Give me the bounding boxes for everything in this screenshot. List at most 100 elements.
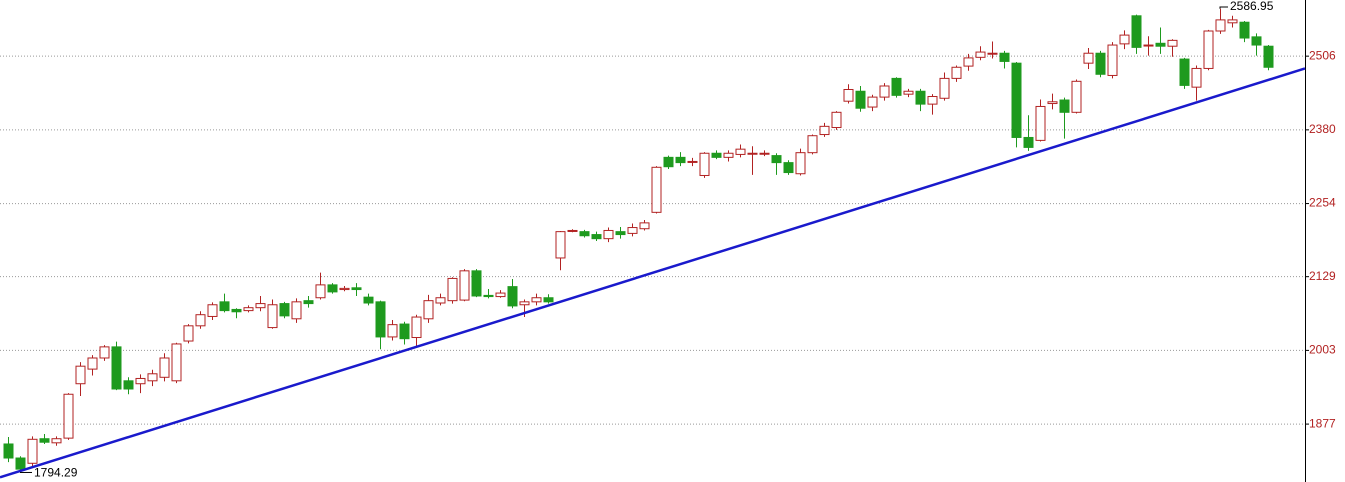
candle-body xyxy=(195,314,206,327)
candle-body xyxy=(567,229,578,232)
candle-body xyxy=(387,324,398,338)
candle-body xyxy=(1251,36,1262,46)
candle-body xyxy=(1179,58,1190,86)
candle-body xyxy=(639,222,650,230)
candle-body xyxy=(1119,34,1130,45)
candle-body xyxy=(339,287,350,291)
candle-body xyxy=(519,301,530,306)
candle-body xyxy=(855,90,866,109)
candle-body xyxy=(243,307,254,312)
candle-body xyxy=(531,297,542,303)
candle-body xyxy=(1107,44,1118,76)
candle-body xyxy=(15,457,26,470)
candle-body xyxy=(711,152,722,158)
candle-body xyxy=(483,294,494,298)
candle-body xyxy=(591,234,602,240)
candle-body xyxy=(1083,52,1094,64)
candle-body xyxy=(1227,19,1238,24)
candle-body xyxy=(1143,44,1154,47)
candle-body xyxy=(1203,30,1214,69)
candle-body xyxy=(51,438,62,444)
candle-body xyxy=(159,357,170,378)
candle-body xyxy=(363,296,374,304)
candle-body xyxy=(951,66,962,79)
candle-body xyxy=(111,346,122,390)
candle-body xyxy=(879,85,890,98)
candle-body xyxy=(399,323,410,340)
y-tick-label: 1877 xyxy=(1309,416,1336,430)
candle-body xyxy=(543,297,554,303)
candle-body xyxy=(759,152,770,155)
candle-body xyxy=(87,357,98,370)
candle-body xyxy=(303,300,314,305)
candle-body xyxy=(207,304,218,317)
candle-body xyxy=(351,287,362,291)
candle-body xyxy=(723,152,734,158)
candle-body xyxy=(1263,45,1274,68)
candle-body xyxy=(411,316,422,339)
candle-body xyxy=(1155,42,1166,47)
candle-body xyxy=(171,343,182,382)
candle-body xyxy=(699,152,710,176)
candle-body xyxy=(435,297,446,304)
candle-body xyxy=(231,308,242,313)
candle-body xyxy=(447,277,458,302)
candle-body xyxy=(651,166,662,213)
candle-body xyxy=(975,51,986,58)
candle-body xyxy=(75,365,86,385)
candle-body xyxy=(327,284,338,293)
candle-body xyxy=(99,346,110,359)
candle-body xyxy=(675,156,686,164)
candle-body xyxy=(603,229,614,240)
candle-body xyxy=(219,301,230,312)
candle-body xyxy=(1047,101,1058,105)
candle-body xyxy=(459,270,470,301)
candle-body xyxy=(39,438,50,443)
candle-body xyxy=(807,135,818,154)
candle-body xyxy=(279,303,290,317)
candle-body xyxy=(1011,62,1022,138)
candle-body xyxy=(939,77,950,99)
candle-body xyxy=(663,156,674,168)
candle-body xyxy=(687,160,698,163)
candle-body xyxy=(1095,52,1106,75)
candle-body xyxy=(1239,21,1250,39)
trend-line xyxy=(0,67,1306,479)
y-tick-label: 2506 xyxy=(1309,48,1336,62)
candle-body xyxy=(1059,99,1070,113)
candle-body xyxy=(771,155,782,164)
candle-body xyxy=(255,303,266,309)
candle-body xyxy=(627,227,638,234)
y-tick-label: 2380 xyxy=(1309,122,1336,136)
candle-body xyxy=(1131,15,1142,48)
candle-body xyxy=(495,292,506,298)
candle-body xyxy=(963,57,974,67)
y-tick-label: 2003 xyxy=(1309,343,1336,357)
candle-body xyxy=(3,443,14,459)
candle-body xyxy=(471,270,482,297)
candle-body xyxy=(819,125,830,136)
candle-body xyxy=(915,90,926,105)
candle-body xyxy=(1071,80,1082,113)
candle-body xyxy=(615,231,626,236)
candle-body xyxy=(507,286,518,307)
candle-body xyxy=(735,148,746,155)
candle-body xyxy=(747,152,758,155)
candle-body xyxy=(795,152,806,175)
candle-body xyxy=(1035,105,1046,141)
candle-body xyxy=(147,373,158,382)
candle-body xyxy=(291,301,302,320)
candle-body xyxy=(783,162,794,174)
candle-body xyxy=(63,393,74,439)
candle-body xyxy=(375,301,386,338)
y-tick-label: 2129 xyxy=(1309,269,1336,283)
candle-body xyxy=(555,231,566,259)
candle-body xyxy=(1167,39,1178,47)
candle-body xyxy=(315,284,326,299)
candle-body xyxy=(135,377,146,385)
candle-body xyxy=(423,300,434,320)
high-annotation: 2586.95 xyxy=(1230,0,1274,13)
candle-body xyxy=(1023,136,1034,148)
candle-body xyxy=(999,52,1010,62)
